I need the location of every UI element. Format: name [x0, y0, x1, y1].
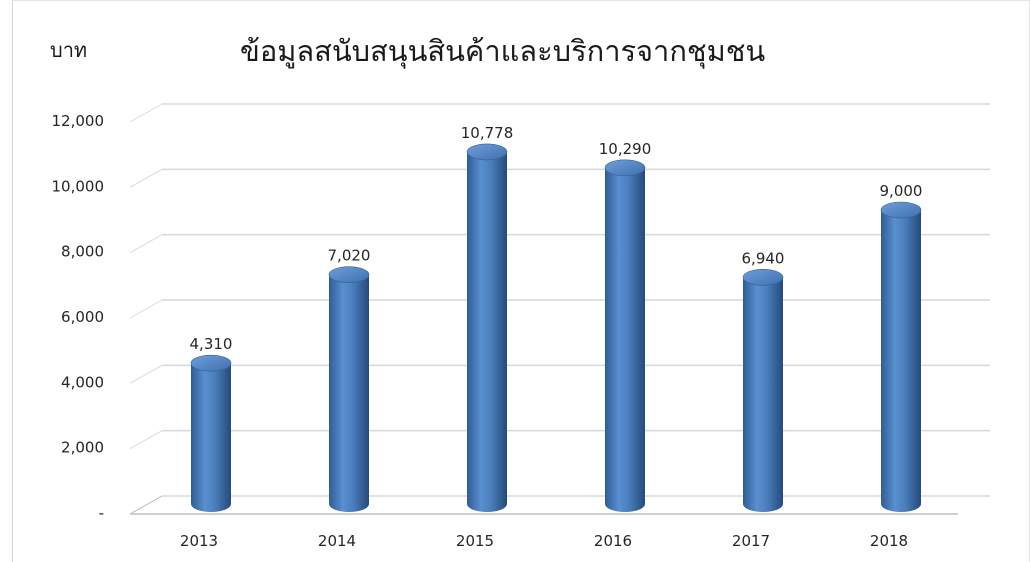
bar-body	[467, 151, 507, 512]
y-axis-label: บาท	[50, 38, 88, 62]
gridline-diagonal	[129, 234, 163, 254]
x-tick-label: 2017	[732, 532, 770, 550]
gridline-diagonal	[129, 364, 163, 384]
x-tick-label: 2018	[870, 532, 908, 550]
y-tick-label: 12,000	[52, 112, 105, 130]
y-tick-label: 6,000	[61, 308, 104, 326]
bar	[604, 159, 646, 513]
bar	[190, 354, 232, 512]
bar-cap	[190, 354, 232, 372]
bar-body	[743, 277, 783, 512]
gridline-diagonal	[129, 299, 163, 319]
bar-cap	[328, 266, 370, 283]
gridline-diagonal	[129, 103, 163, 123]
bar-cap	[742, 268, 784, 286]
data-label: 6,940	[742, 249, 785, 267]
bar	[742, 268, 784, 512]
x-tick-label: 2013	[180, 532, 218, 550]
data-label: 10,290	[599, 140, 652, 158]
data-label: 10,778	[461, 124, 514, 142]
gridline-diagonal	[129, 168, 163, 188]
bar	[880, 201, 922, 512]
chart-title: ข้อมูลสนับสนุนสินค้าและบริการจากชุมชน	[240, 34, 766, 68]
bar-cap	[880, 201, 922, 219]
chart-frame-top	[12, 0, 1030, 1]
axes	[129, 495, 958, 515]
bar-body	[605, 167, 645, 513]
bars	[190, 143, 922, 513]
labels: - 2,000 4,000 6,000 8,000 10,000 12,000 4,310 20…	[52, 112, 923, 550]
bar-body	[881, 210, 921, 512]
x-tick-label: 2016	[594, 532, 632, 550]
gridline-diagonal	[129, 430, 163, 450]
data-label: 9,000	[880, 182, 923, 200]
data-label: 4,310	[190, 335, 233, 353]
bar-cap	[466, 143, 508, 161]
data-label: 7,020	[328, 247, 371, 265]
x-tick-label: 2015	[456, 532, 494, 550]
bar	[466, 143, 508, 512]
bar-body	[329, 274, 369, 512]
y-tick-label: 10,000	[52, 177, 105, 195]
y-tick-label: -	[99, 504, 104, 522]
x-axis-depth	[129, 495, 163, 515]
bar-body	[191, 363, 231, 512]
x-tick-label: 2014	[318, 532, 356, 550]
bar-cap	[604, 159, 646, 177]
chart-frame-left	[12, 0, 13, 562]
y-tick-label: 4,000	[61, 373, 104, 391]
y-tick-label: 2,000	[61, 439, 104, 457]
y-tick-label: 8,000	[61, 243, 104, 261]
gridlines	[129, 103, 990, 515]
bar	[328, 266, 370, 512]
